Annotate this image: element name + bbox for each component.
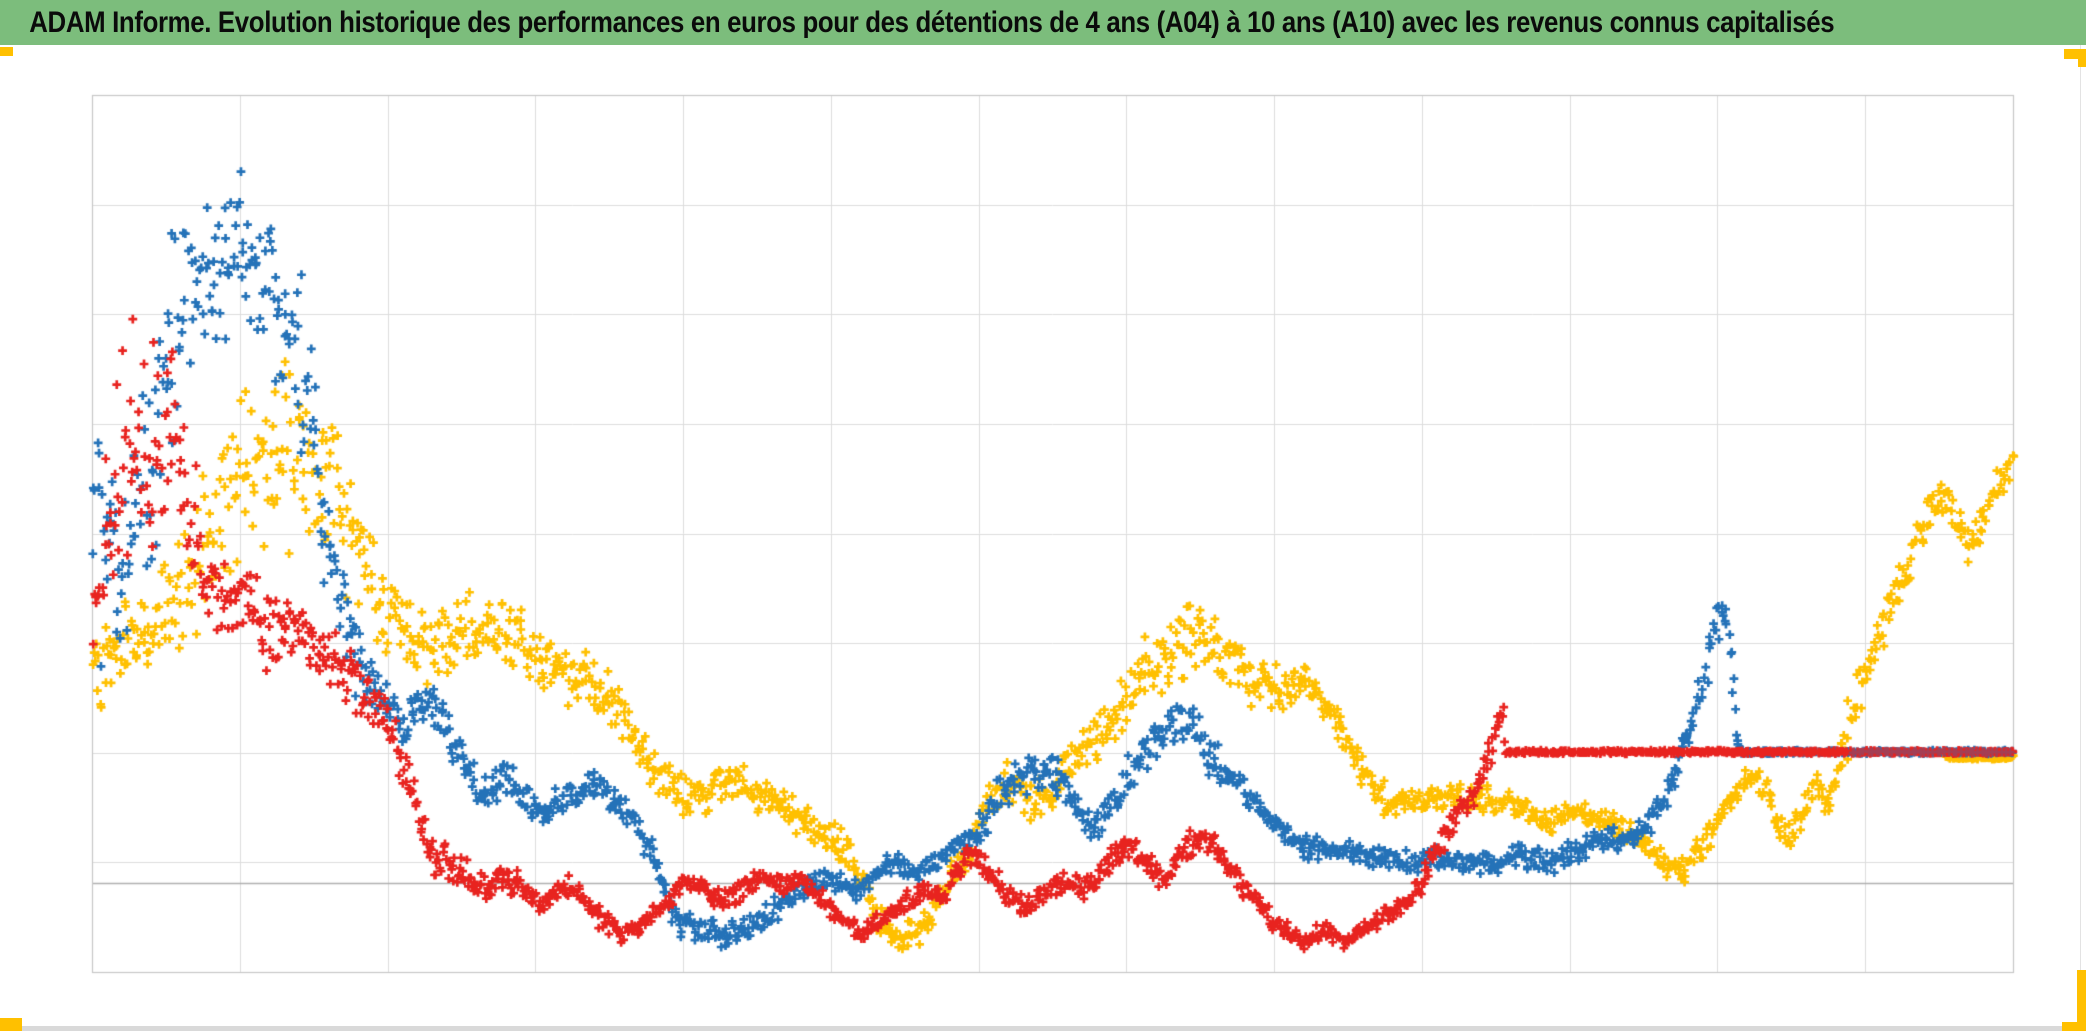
corner-accent-top-left <box>0 47 13 56</box>
corner-accent-bottom-right-foot <box>2062 1022 2086 1031</box>
bottom-gray-strip <box>0 1026 2086 1031</box>
corner-accent-top-right-nub <box>2078 59 2086 67</box>
corner-accent-top-right <box>2064 49 2086 59</box>
corner-accent-bottom-left <box>0 1018 22 1031</box>
corner-accent-bottom-right-bar <box>2077 970 2086 1022</box>
